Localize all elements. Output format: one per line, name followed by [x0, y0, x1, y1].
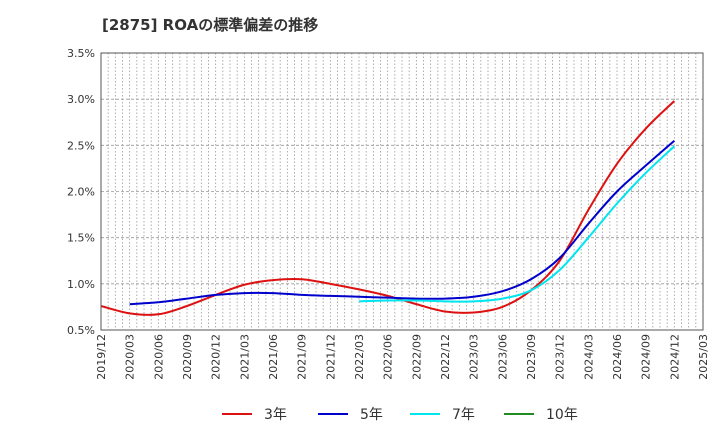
x-tick-label: 2020/06 [152, 334, 165, 380]
y-tick-label: 2.0% [67, 186, 95, 199]
x-tick-label: 2023/06 [496, 334, 509, 380]
y-tick-label: 3.5% [67, 47, 95, 60]
y-tick-label: 0.5% [67, 324, 95, 337]
legend-label-7年: 7年 [452, 407, 475, 423]
legend-label-10年: 10年 [546, 407, 578, 423]
x-tick-labels: 2019/12 2020/03 2020/06 2020/09 2020/12 2021/… [95, 334, 710, 380]
x-tick-label: 2021/06 [267, 334, 280, 380]
x-tick-label: 2024/06 [611, 334, 624, 380]
x-tick-label: 2020/03 [124, 334, 137, 380]
x-tick-label: 2021/09 [296, 334, 309, 380]
x-tick-label: 2020/12 [210, 334, 223, 380]
chart-title: [2875] ROAの標準偏差の推移 [102, 16, 319, 34]
legend-label-3年: 3年 [264, 407, 287, 423]
x-tick-label: 2023/03 [468, 334, 481, 380]
y-tick-label: 1.5% [67, 232, 95, 245]
x-tick-label: 2021/12 [324, 334, 337, 380]
x-tick-label: 2023/09 [525, 334, 538, 380]
series-layer [100, 100, 676, 316]
x-tick-label: 2019/12 [95, 334, 108, 380]
x-tick-label: 2023/12 [554, 334, 567, 380]
x-tick-label: 2022/03 [353, 334, 366, 380]
x-tick-label: 2022/06 [382, 334, 395, 380]
legend: 3年 5年 7年 10年 [222, 407, 578, 423]
y-tick-labels: 0.5% 1.0% 1.5% 2.0% 2.5% 3.0% 3.5% [67, 47, 95, 337]
series-line-3年 [100, 100, 676, 316]
x-tick-label: 2022/12 [439, 334, 452, 380]
legend-label-5年: 5年 [360, 407, 383, 423]
x-tick-label: 2024/09 [640, 334, 653, 380]
series-line-5年 [129, 139, 675, 306]
series-line-7年 [358, 145, 676, 303]
y-tick-label: 1.0% [67, 278, 95, 291]
x-tick-label: 2021/03 [238, 334, 251, 380]
y-tick-label: 2.5% [67, 139, 95, 152]
x-tick-label: 2020/09 [181, 334, 194, 380]
y-tick-label: 3.0% [67, 93, 95, 106]
x-tick-label: 2022/09 [410, 334, 423, 380]
x-tick-label: 2024/12 [668, 334, 681, 380]
plot-frame [100, 52, 704, 331]
x-tick-label: 2024/03 [582, 334, 595, 380]
grid-layer [101, 53, 703, 330]
x-tick-label: 2025/03 [697, 334, 710, 380]
